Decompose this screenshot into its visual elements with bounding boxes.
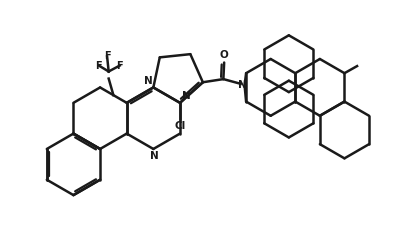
- Text: N: N: [144, 76, 153, 86]
- Text: F: F: [96, 60, 102, 70]
- Text: F: F: [116, 60, 123, 70]
- Text: Cl: Cl: [174, 121, 186, 131]
- Text: F: F: [104, 51, 111, 61]
- Text: O: O: [220, 50, 228, 60]
- Text: N: N: [238, 80, 247, 90]
- Text: N: N: [181, 91, 190, 101]
- Text: N: N: [150, 151, 158, 161]
